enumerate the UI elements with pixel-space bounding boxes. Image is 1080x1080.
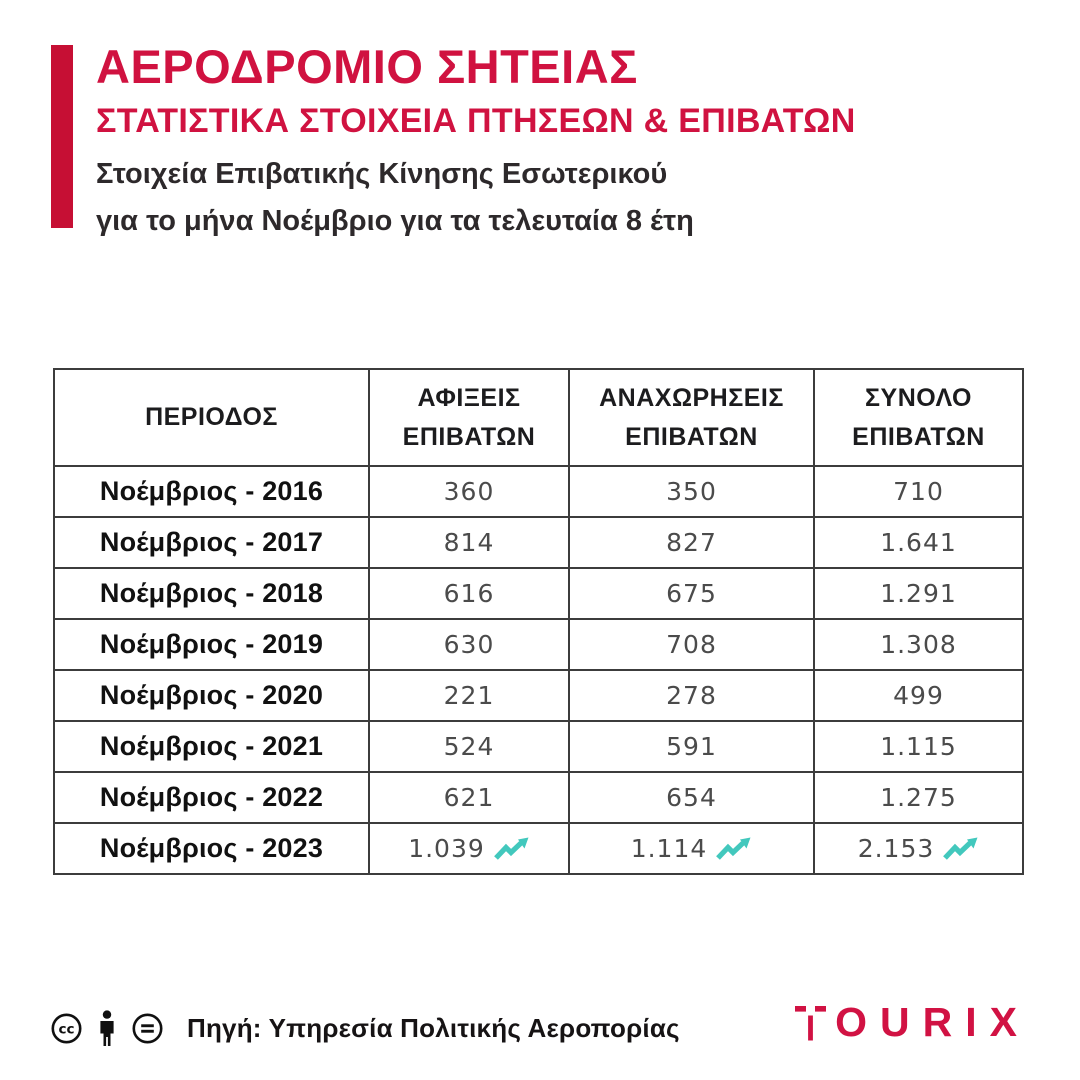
value-text: 708 — [666, 630, 717, 659]
table-row: Νοέμβριος - 2016 360 350 710 — [53, 465, 1024, 518]
value-text: 710 — [893, 477, 944, 506]
page-title: ΑΕΡΟΔΡΟΜΙΟ ΣΗΤΕΙΑΣ — [96, 40, 638, 93]
arrivals-cell: 814 — [368, 516, 570, 569]
departures-cell: 278 — [568, 669, 815, 722]
value-text: 221 — [443, 681, 495, 710]
source-text: Πηγή: Υπηρεσία Πολιτικής Αεροπορίας — [187, 1012, 680, 1043]
departures-cell: 675 — [568, 567, 815, 620]
value-text: 827 — [666, 528, 717, 557]
table-row: Νοέμβριος - 2023 1.039 1.114 2.153 — [53, 822, 1024, 875]
departures-cell: 708 — [568, 618, 815, 671]
value-text: 360 — [443, 477, 495, 506]
total-cell: 1.275 — [813, 771, 1024, 824]
description-line-2: για το μήνα Νοέμβριο για τα τελευταία 8 … — [96, 204, 694, 237]
arrivals-cell: 616 — [368, 567, 570, 620]
table-row: Νοέμβριος - 2020 221 278 499 — [53, 669, 1024, 722]
column-header-total: ΣΥΝΟΛΟ ΕΠΙΒΑΤΩΝ — [813, 368, 1024, 467]
value-text: 350 — [666, 477, 717, 506]
value-text: 1.641 — [880, 528, 957, 557]
header: ΑΕΡΟΔΡΟΜΙΟ ΣΗΤΕΙΑΣ ΣΤΑΤΙΣΤΙΚΑ ΣΤΟΙΧΕΙΑ Π… — [96, 42, 996, 238]
departures-cell: 654 — [568, 771, 815, 824]
arrivals-cell: 630 — [368, 618, 570, 671]
departures-cell: 591 — [568, 720, 815, 773]
total-cell: 499 — [813, 669, 1024, 722]
period-cell: Νοέμβριος - 2016 — [53, 465, 370, 518]
value-text: 1.291 — [880, 579, 957, 608]
value-text: 2.153 — [857, 834, 935, 863]
value-text: 1.115 — [880, 732, 957, 761]
svg-text:cc: cc — [58, 1021, 74, 1037]
column-header-period: ΠΕΡΙΟΔΟΣ — [53, 368, 370, 467]
value-text: 499 — [893, 681, 944, 710]
total-cell: 2.153 — [813, 822, 1024, 875]
logo-t-glyph — [795, 1006, 827, 1041]
arrivals-cell: 524 — [368, 720, 570, 773]
cc-icon: cc — [51, 1013, 82, 1043]
value-text: 814 — [443, 528, 495, 557]
value-text: 675 — [666, 579, 717, 608]
statistics-table: ΠΕΡΙΟΔΟΣ ΑΦΙΞΕΙΣ ΕΠΙΒΑΤΩΝ ΑΝΑΧΩΡΗΣΕΙΣ ΕΠ… — [53, 368, 1024, 875]
period-cell: Νοέμβριος - 2017 — [53, 516, 370, 569]
value-text: 1.275 — [880, 783, 957, 812]
period-cell: Νοέμβριος - 2021 — [53, 720, 370, 773]
table-row: Νοέμβριος - 2021 524 591 1.115 — [53, 720, 1024, 773]
table-header-row: ΠΕΡΙΟΔΟΣ ΑΦΙΞΕΙΣ ΕΠΙΒΑΤΩΝ ΑΝΑΧΩΡΗΣΕΙΣ ΕΠ… — [53, 368, 1024, 467]
attribution-person-icon — [100, 1009, 114, 1046]
total-cell: 1.308 — [813, 618, 1024, 671]
table-row: Νοέμβριος - 2022 621 654 1.275 — [53, 771, 1024, 824]
value-text: 630 — [443, 630, 495, 659]
tourix-logo: OURIX — [795, 999, 1030, 1045]
column-header-departures: ΑΝΑΧΩΡΗΣΕΙΣ ΕΠΙΒΑΤΩΝ — [568, 368, 815, 467]
total-cell: 1.115 — [813, 720, 1024, 773]
footer-license-and-source: cc Πηγή: Υπηρεσία Πολιτικής Αεροπορίας — [50, 1006, 680, 1050]
period-cell: Νοέμβριος - 2022 — [53, 771, 370, 824]
departures-cell: 827 — [568, 516, 815, 569]
description-line-1: Στοιχεία Επιβατικής Κίνησης Εσωτερικού — [96, 158, 668, 191]
trend-up-icon — [493, 837, 529, 860]
departures-cell: 1.114 — [568, 822, 815, 875]
table-row: Νοέμβριος - 2019 630 708 1.308 — [53, 618, 1024, 671]
value-text: 1.308 — [880, 630, 957, 659]
period-cell: Νοέμβριος - 2020 — [53, 669, 370, 722]
accent-bar — [51, 45, 73, 228]
page-subtitle: ΣΤΑΤΙΣΤΙΚΑ ΣΤΟΙΧΕΙΑ ΠΤΗΣΕΩΝ & ΕΠΙΒΑΤΩΝ — [96, 102, 856, 141]
value-text: 1.114 — [630, 834, 708, 863]
departures-cell: 350 — [568, 465, 815, 518]
value-text: 616 — [443, 579, 495, 608]
total-cell: 710 — [813, 465, 1024, 518]
arrivals-cell: 360 — [368, 465, 570, 518]
period-cell: Νοέμβριος - 2023 — [53, 822, 370, 875]
value-text: 278 — [666, 681, 717, 710]
arrivals-cell: 1.039 — [368, 822, 570, 875]
period-cell: Νοέμβριος - 2018 — [53, 567, 370, 620]
period-cell: Νοέμβριος - 2019 — [53, 618, 370, 671]
value-text: 1.039 — [408, 834, 485, 863]
trend-up-icon — [943, 837, 978, 860]
no-derivatives-icon — [132, 1013, 163, 1043]
table-row: Νοέμβριος - 2017 814 827 1.641 — [53, 516, 1024, 569]
value-text: 591 — [666, 732, 717, 761]
table-row: Νοέμβριος - 2018 616 675 1.291 — [53, 567, 1024, 620]
value-text: 621 — [443, 783, 495, 812]
total-cell: 1.641 — [813, 516, 1024, 569]
value-text: 524 — [443, 732, 495, 761]
arrivals-cell: 621 — [368, 771, 570, 824]
value-text: 654 — [666, 783, 717, 812]
trend-up-icon — [716, 837, 751, 860]
column-header-arrivals: ΑΦΙΞΕΙΣ ΕΠΙΒΑΤΩΝ — [368, 368, 570, 467]
logo-letters: OURIX — [835, 999, 1030, 1045]
total-cell: 1.291 — [813, 567, 1024, 620]
arrivals-cell: 221 — [368, 669, 570, 722]
